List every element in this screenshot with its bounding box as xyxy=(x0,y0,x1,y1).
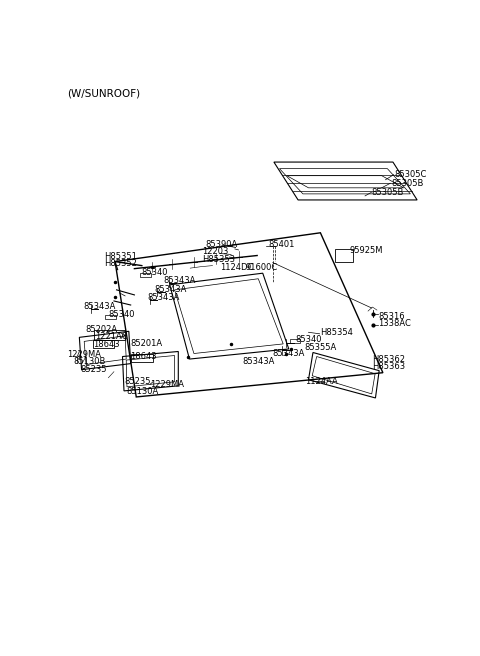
Text: 85340: 85340 xyxy=(295,335,322,344)
Text: 85202A: 85202A xyxy=(85,325,118,335)
Text: 1229MA: 1229MA xyxy=(150,380,184,389)
Text: 1229MA: 1229MA xyxy=(67,350,101,359)
Text: 85343A: 85343A xyxy=(242,357,275,366)
Text: 85390A: 85390A xyxy=(205,240,237,249)
Text: 1338AC: 1338AC xyxy=(378,319,411,328)
Text: 18643: 18643 xyxy=(130,352,156,361)
Text: 85340: 85340 xyxy=(108,310,135,319)
Text: H85351: H85351 xyxy=(104,252,137,261)
Text: 85235: 85235 xyxy=(81,365,107,374)
Text: 85340: 85340 xyxy=(142,268,168,277)
Text: 85305B: 85305B xyxy=(372,188,404,197)
Text: 85235: 85235 xyxy=(124,377,151,386)
Text: H85354: H85354 xyxy=(320,328,352,337)
Text: 85130A: 85130A xyxy=(126,388,158,396)
Text: H85362: H85362 xyxy=(372,354,406,363)
Text: 85343A: 85343A xyxy=(83,302,115,310)
Text: (W/SUNROOF): (W/SUNROOF) xyxy=(67,89,141,99)
Text: 85343A: 85343A xyxy=(155,285,187,294)
Text: 85343A: 85343A xyxy=(163,276,196,285)
Text: 95925M: 95925M xyxy=(349,246,383,255)
Text: 12203: 12203 xyxy=(202,247,228,256)
Text: H85353: H85353 xyxy=(202,255,235,264)
Text: 91600C: 91600C xyxy=(246,262,278,272)
Text: 85401: 85401 xyxy=(268,240,295,249)
Text: 85343A: 85343A xyxy=(273,348,305,358)
Text: 85305B: 85305B xyxy=(391,179,423,188)
Text: 85343A: 85343A xyxy=(147,293,180,302)
Text: 1221AC: 1221AC xyxy=(96,332,128,341)
Text: H85352: H85352 xyxy=(104,259,137,268)
Text: 18643: 18643 xyxy=(93,340,120,349)
Text: 1124DC: 1124DC xyxy=(220,262,253,272)
Text: 85130B: 85130B xyxy=(73,357,106,366)
Text: 1124AA: 1124AA xyxy=(305,377,338,386)
Text: 85305C: 85305C xyxy=(394,170,426,179)
Text: 85355A: 85355A xyxy=(305,343,337,352)
Text: 85201A: 85201A xyxy=(130,339,162,348)
Text: 85316: 85316 xyxy=(378,312,405,321)
Text: H85363: H85363 xyxy=(372,361,406,371)
